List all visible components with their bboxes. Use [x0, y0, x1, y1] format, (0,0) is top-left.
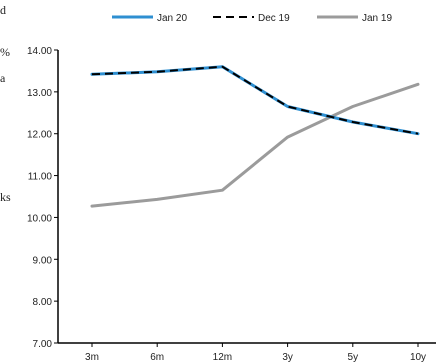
series-line-dec-19 — [91, 65, 419, 135]
y-tick-label: 7.00 — [33, 339, 53, 350]
series-line-jan-19 — [90, 82, 420, 208]
x-tick-label: 5y — [348, 352, 359, 363]
x-tick-label: 3m — [85, 352, 99, 363]
x-axis-ticks: 3m 6m 12m 3y 5y 10y — [85, 343, 426, 363]
y-tick-label: 10.00 — [27, 213, 52, 224]
x-tick-label: 10y — [410, 352, 426, 363]
series-layer — [90, 65, 420, 208]
side-text-2: % — [0, 45, 10, 59]
side-text-4: ks — [0, 190, 11, 204]
x-tick-label: 6m — [150, 352, 164, 363]
y-tick-label: 12.00 — [27, 130, 52, 141]
x-tick-label: 12m — [213, 352, 232, 363]
legend-label-jan-19: Jan 19 — [362, 13, 392, 24]
side-text-1: d — [0, 3, 6, 17]
y-tick-label: 11.00 — [28, 172, 53, 183]
y-tick-label: 8.00 — [33, 297, 53, 308]
legend: Jan 20 Dec 19 Jan 19 — [112, 13, 392, 24]
y-tick-label: 9.00 — [33, 255, 53, 266]
y-tick-label: 14.00 — [27, 46, 52, 57]
legend-label-dec-19: Dec 19 — [258, 13, 290, 24]
x-tick-label: 3y — [282, 352, 293, 363]
y-axis-ticks: 7.00 8.00 9.00 10.00 11.00 12.00 13.00 14.00 — [27, 46, 58, 350]
legend-label-jan-20: Jan 20 — [157, 13, 187, 24]
y-tick-label: 13.00 — [27, 88, 52, 99]
side-text-3: a — [0, 71, 6, 85]
